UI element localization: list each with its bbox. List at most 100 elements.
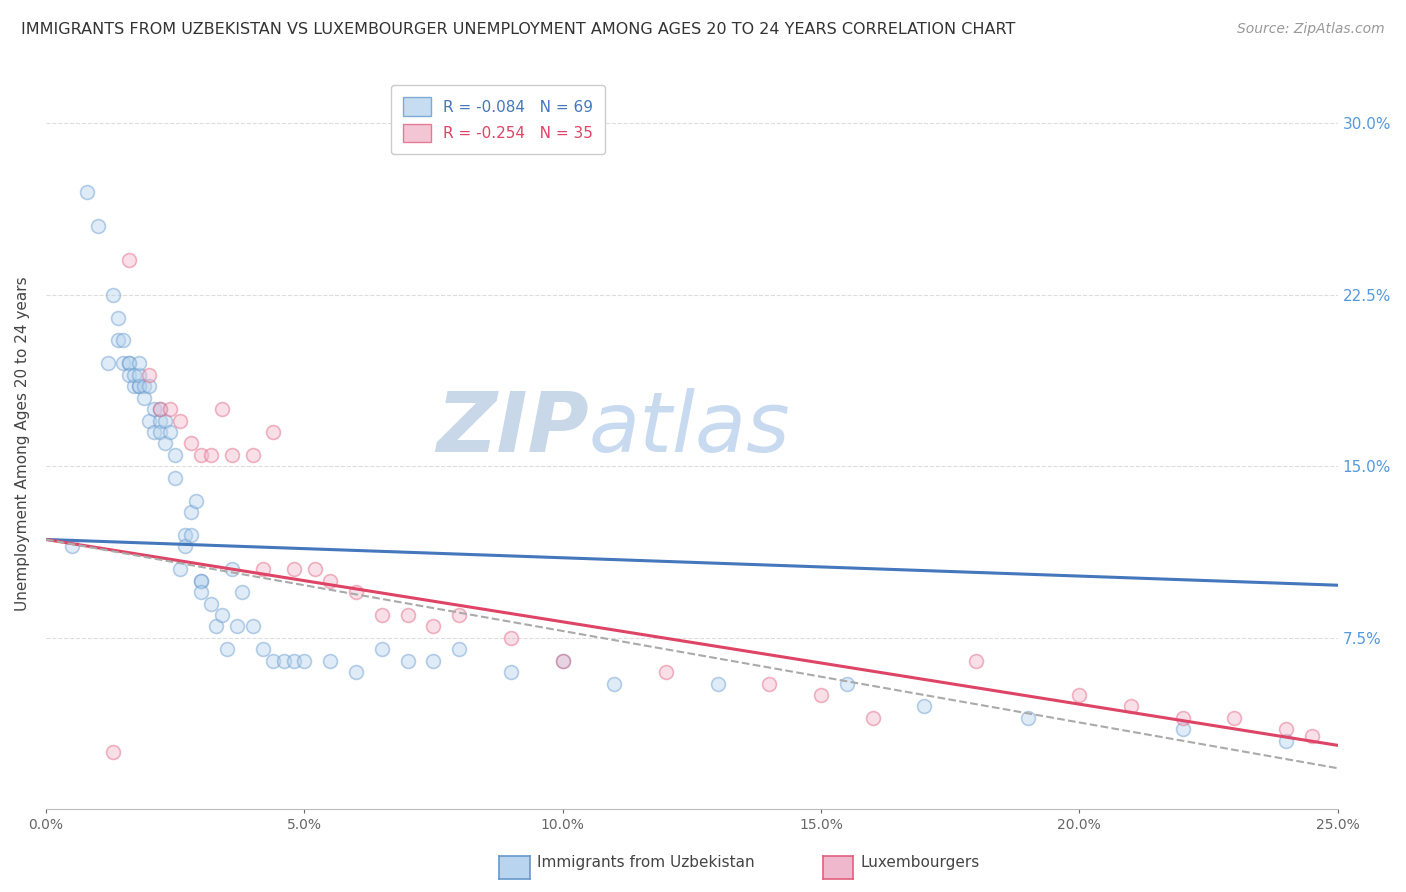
Point bbox=[107, 334, 129, 348]
Point bbox=[1017, 711, 1039, 725]
Point bbox=[149, 413, 172, 427]
Point bbox=[1275, 733, 1298, 747]
Point bbox=[143, 425, 166, 439]
Point bbox=[60, 539, 83, 553]
Point bbox=[122, 379, 145, 393]
Point bbox=[165, 471, 187, 485]
Point bbox=[655, 665, 678, 680]
Point bbox=[1275, 723, 1298, 737]
Point bbox=[205, 619, 228, 633]
Text: IMMIGRANTS FROM UZBEKISTAN VS LUXEMBOURGER UNEMPLOYMENT AMONG AGES 20 TO 24 YEAR: IMMIGRANTS FROM UZBEKISTAN VS LUXEMBOURG… bbox=[21, 22, 1015, 37]
Point bbox=[174, 539, 197, 553]
Point bbox=[180, 505, 202, 519]
Point bbox=[912, 699, 935, 714]
Point bbox=[128, 379, 150, 393]
Point bbox=[304, 562, 326, 576]
Point bbox=[190, 574, 212, 588]
Point bbox=[344, 585, 367, 599]
Point bbox=[138, 379, 160, 393]
Point bbox=[180, 528, 202, 542]
Point bbox=[112, 356, 135, 370]
Point bbox=[499, 631, 522, 645]
Point bbox=[180, 436, 202, 450]
Point bbox=[149, 402, 172, 417]
Point bbox=[242, 448, 264, 462]
Point bbox=[153, 413, 176, 427]
Point bbox=[551, 654, 574, 668]
Text: Luxembourgers: Luxembourgers bbox=[860, 855, 980, 870]
Point bbox=[76, 185, 98, 199]
Point bbox=[449, 607, 471, 622]
Point bbox=[422, 619, 444, 633]
Point bbox=[117, 356, 139, 370]
Point bbox=[1171, 723, 1194, 737]
Point bbox=[117, 368, 139, 382]
Point bbox=[138, 413, 160, 427]
Point bbox=[169, 562, 191, 576]
Point bbox=[1171, 711, 1194, 725]
Point bbox=[101, 745, 124, 759]
Point bbox=[283, 654, 305, 668]
Point bbox=[134, 379, 156, 393]
Point bbox=[215, 642, 238, 657]
Point bbox=[138, 368, 160, 382]
Point bbox=[221, 562, 243, 576]
Point bbox=[242, 619, 264, 633]
Point bbox=[211, 607, 233, 622]
Point bbox=[262, 425, 284, 439]
Point bbox=[422, 654, 444, 668]
Point bbox=[283, 562, 305, 576]
Point bbox=[810, 688, 832, 702]
Point bbox=[292, 654, 315, 668]
Point bbox=[1301, 729, 1323, 743]
Point bbox=[226, 619, 249, 633]
Point bbox=[190, 585, 212, 599]
Point bbox=[149, 402, 172, 417]
Point bbox=[371, 642, 394, 657]
Point bbox=[128, 356, 150, 370]
Point bbox=[153, 436, 176, 450]
Point bbox=[252, 562, 274, 576]
Point bbox=[262, 654, 284, 668]
Point bbox=[221, 448, 243, 462]
Point bbox=[97, 356, 120, 370]
Point bbox=[1119, 699, 1142, 714]
Point bbox=[835, 676, 858, 690]
Point bbox=[344, 665, 367, 680]
Point bbox=[190, 448, 212, 462]
Point bbox=[1223, 711, 1246, 725]
Point bbox=[319, 574, 342, 588]
Text: Source: ZipAtlas.com: Source: ZipAtlas.com bbox=[1237, 22, 1385, 37]
Point bbox=[122, 368, 145, 382]
Point bbox=[211, 402, 233, 417]
Point bbox=[551, 654, 574, 668]
Point bbox=[86, 219, 108, 233]
Point bbox=[200, 597, 222, 611]
Text: Immigrants from Uzbekistan: Immigrants from Uzbekistan bbox=[537, 855, 755, 870]
Point bbox=[169, 413, 191, 427]
Point bbox=[319, 654, 342, 668]
Point bbox=[107, 310, 129, 325]
Point bbox=[396, 607, 419, 622]
Point bbox=[706, 676, 728, 690]
Y-axis label: Unemployment Among Ages 20 to 24 years: Unemployment Among Ages 20 to 24 years bbox=[15, 277, 30, 611]
Point bbox=[184, 493, 207, 508]
Point bbox=[128, 379, 150, 393]
Point bbox=[200, 448, 222, 462]
Point bbox=[231, 585, 253, 599]
Point bbox=[758, 676, 780, 690]
Point bbox=[371, 607, 394, 622]
Point bbox=[862, 711, 884, 725]
Text: ZIP: ZIP bbox=[436, 388, 589, 469]
Point bbox=[134, 391, 156, 405]
Point bbox=[149, 425, 172, 439]
Point bbox=[1069, 688, 1091, 702]
Point bbox=[190, 574, 212, 588]
Point bbox=[112, 334, 135, 348]
Point bbox=[117, 356, 139, 370]
Text: atlas: atlas bbox=[589, 388, 790, 469]
Point bbox=[101, 287, 124, 301]
Point bbox=[174, 528, 197, 542]
Point bbox=[603, 676, 626, 690]
Point bbox=[273, 654, 295, 668]
